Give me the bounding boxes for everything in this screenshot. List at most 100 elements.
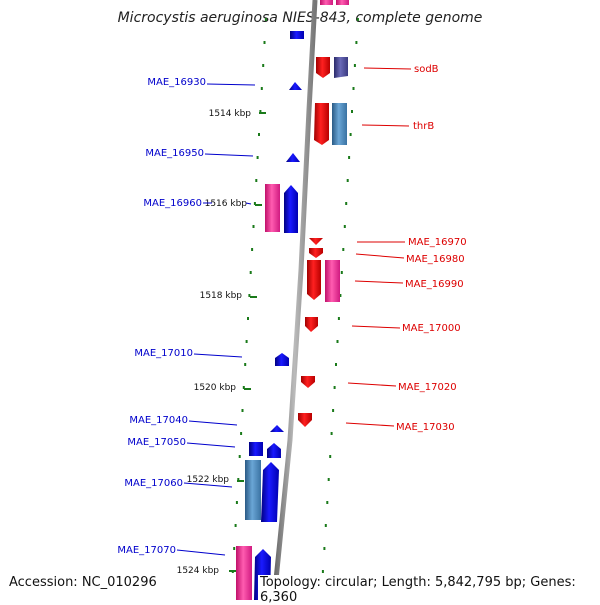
left-dotted-track-dot [245, 340, 248, 343]
label-sodB[interactable]: sodB [363, 64, 439, 75]
gene-feature-thrB [314, 103, 329, 145]
gene-feature-MAE_16990-pink [325, 260, 340, 302]
gene-feature-MAE_17030 [298, 413, 312, 427]
right-dotted-track-dot [339, 294, 342, 297]
right-dotted-track-dot [337, 317, 340, 320]
tick-label: 1522 kbp [187, 475, 230, 485]
right-dotted-track-dot [332, 409, 335, 412]
left-dotted-track-dot [248, 294, 251, 297]
gene-feature-top-pink [320, 0, 333, 5]
gene-feature-thrB-neighbor [332, 103, 347, 145]
left-dotted-track-dot [263, 41, 266, 44]
gene-features [236, 0, 349, 600]
left-dotted-track-dot [241, 409, 244, 412]
left-dotted-track-dot [242, 386, 245, 389]
left-dotted-track-dot [253, 202, 256, 205]
gene-feature-MAE_17040 [270, 425, 284, 432]
left-dotted-track-dot [238, 455, 241, 458]
right-dotted-track-dot [343, 225, 346, 228]
right-dotted-track-dot [352, 87, 355, 90]
label-MAE_16970[interactable]: MAE_16970 [357, 237, 467, 248]
gene-label[interactable]: MAE_17010 [134, 348, 193, 359]
gene-label[interactable]: MAE_17040 [129, 415, 188, 426]
genome-backbone [271, 0, 318, 600]
gene-label[interactable]: sodB [414, 64, 439, 75]
right-gene-labels: sodB thrB MAE_16970 MAE_16980 MAE_16990 … [345, 64, 467, 433]
gene-feature-MAE_17020 [301, 376, 315, 388]
left-dotted-track-dot [235, 501, 238, 504]
right-dotted-track-dot [349, 133, 352, 136]
tick-label: 1518 kbp [200, 291, 243, 301]
right-dotted-track-dot [355, 41, 358, 44]
tick-label: 1516 kbp [205, 199, 248, 209]
gene-label[interactable]: MAE_17000 [402, 323, 461, 334]
gene-label[interactable]: MAE_17060 [124, 478, 183, 489]
accession-text: Accession: NC_010296 [9, 575, 157, 590]
gene-label[interactable]: MAE_16990 [405, 279, 464, 290]
gene-feature-MAE_17060 [261, 462, 279, 522]
gene-feature-MAE_16990 [307, 260, 321, 300]
gene-label[interactable]: MAE_16960 [143, 198, 202, 209]
left-dotted-track-dot [256, 156, 259, 159]
label-MAE_16980[interactable]: MAE_16980 [355, 253, 465, 265]
label-MAE_16930[interactable]: MAE_16930 [147, 77, 256, 88]
tick-1520: 1520 kbp [194, 383, 251, 393]
label-MAE_17040[interactable]: MAE_17040 [129, 415, 238, 426]
right-dotted-track-dot [321, 570, 324, 573]
gene-feature-MAE_16960-pink [265, 184, 280, 232]
gene-label[interactable]: MAE_17070 [117, 545, 176, 556]
label-MAE_17010[interactable]: MAE_17010 [134, 348, 243, 359]
right-dotted-track-dot [329, 455, 332, 458]
gene-label[interactable]: MAE_17050 [127, 437, 186, 448]
label-MAE_16990[interactable]: MAE_16990 [354, 279, 464, 290]
right-dotted-track-dot [348, 156, 351, 159]
gene-label[interactable]: MAE_16970 [408, 237, 467, 248]
gene-feature-sodB-neighbor [334, 57, 348, 78]
gene-feature-MAE_17000 [305, 317, 318, 332]
right-dotted-track-dot [323, 547, 326, 550]
left-dotted-track-dot [259, 110, 262, 113]
label-MAE_16950[interactable]: MAE_16950 [145, 148, 254, 159]
label-MAE_17030[interactable]: MAE_17030 [345, 422, 455, 433]
tick-1518: 1518 kbp [200, 291, 257, 301]
gene-feature-MAE_17010 [275, 353, 289, 366]
gene-feature-sodB [316, 57, 330, 78]
left-dotted-track-dot [252, 225, 255, 228]
label-MAE_17060[interactable]: MAE_17060 [124, 478, 233, 489]
right-dotted-track-dot [351, 110, 353, 113]
right-dotted-track-dot [345, 202, 348, 205]
gene-label[interactable]: MAE_16950 [145, 148, 204, 159]
label-MAE_17050[interactable]: MAE_17050 [127, 437, 236, 448]
left-dotted-track-dot [255, 179, 258, 182]
gene-label[interactable]: MAE_17020 [398, 382, 457, 393]
left-dotted-track-dot [234, 524, 237, 527]
left-gene-labels: MAE_16930 MAE_16950 MAE_16960 MAE_17010 … [117, 77, 256, 556]
label-MAE_17020[interactable]: MAE_17020 [347, 382, 457, 393]
right-dotted-track-dot [346, 179, 349, 182]
label-MAE_17070[interactable]: MAE_17070 [117, 545, 226, 556]
right-dotted-track-dot [333, 386, 336, 389]
topology-summary: Topology: circular; Length: 5,842,795 bp… [258, 575, 600, 605]
kbp-ticks: 1514 kbp 1516 kbp 1518 kbp 1520 kbp 1522… [177, 109, 266, 576]
right-dotted-track-dot [340, 271, 343, 274]
gene-feature-top-pink-2 [336, 0, 349, 5]
gene-feature-MAE_16930 [289, 82, 302, 90]
left-dotted-track-dot [258, 133, 260, 136]
gene-label[interactable]: thrB [413, 121, 434, 132]
label-MAE_17000[interactable]: MAE_17000 [351, 323, 461, 334]
gene-label[interactable]: MAE_16930 [147, 77, 206, 88]
label-thrB[interactable]: thrB [361, 121, 434, 132]
left-dotted-track-dot [233, 547, 236, 550]
gene-label[interactable]: MAE_17030 [396, 422, 455, 433]
left-dotted-track-dot [251, 248, 254, 251]
right-dotted-track-dot [327, 478, 330, 481]
gene-label[interactable]: MAE_16980 [406, 254, 465, 265]
right-dotted-track-dot [342, 248, 345, 251]
label-MAE_16960[interactable]: MAE_16960 [143, 198, 252, 209]
right-dotted-track-dot [326, 501, 329, 504]
right-dotted-track-dot [330, 432, 333, 435]
green-dotted-tracks [231, 18, 359, 573]
right-dotted-track-dot [353, 64, 356, 67]
left-dotted-track-dot [237, 478, 240, 481]
tick-1514: 1514 kbp [209, 109, 266, 119]
